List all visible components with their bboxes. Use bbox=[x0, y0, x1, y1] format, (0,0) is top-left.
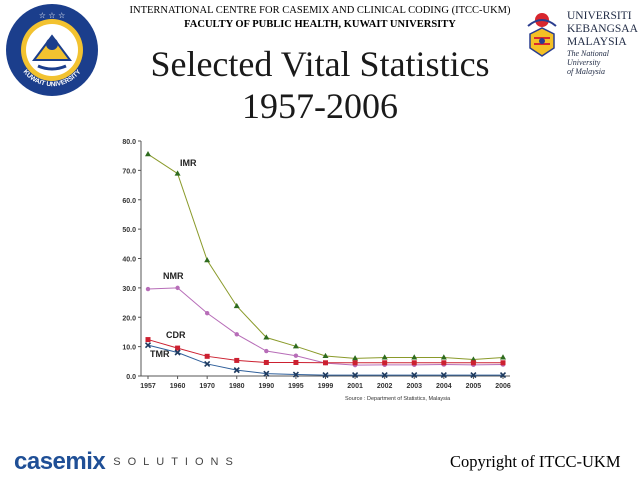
x-tick-label: 2006 bbox=[495, 383, 511, 390]
data-point-cdr bbox=[234, 357, 240, 363]
solutions-text: SOLUTIONS bbox=[113, 456, 240, 468]
series-label-cdr: CDR bbox=[166, 330, 186, 340]
y-tick-label: 80.0 bbox=[122, 139, 136, 146]
data-point-tmr bbox=[322, 372, 329, 379]
data-point-imr bbox=[322, 352, 329, 359]
data-point-imr bbox=[500, 354, 506, 360]
x-tick-label: 1957 bbox=[140, 383, 156, 390]
x-tick-label: 1999 bbox=[318, 383, 334, 390]
header-line-1: INTERNATIONAL CENTRE FOR CASEMIX AND CLI… bbox=[129, 5, 511, 16]
data-point-nmr bbox=[175, 285, 180, 291]
data-point-cdr bbox=[500, 360, 506, 366]
data-point-imr bbox=[263, 334, 270, 340]
data-point-imr bbox=[233, 302, 240, 309]
y-tick-label: 20.0 bbox=[122, 315, 136, 322]
data-point-imr bbox=[411, 354, 418, 360]
data-point-cdr bbox=[352, 360, 358, 366]
data-point-cdr bbox=[263, 359, 269, 365]
x-tick-label: 2001 bbox=[347, 383, 363, 390]
casemix-brand: casemix bbox=[14, 448, 106, 475]
data-point-nmr bbox=[264, 348, 269, 354]
series-line-tmr bbox=[147, 344, 503, 376]
ukm-wordmark: UNIVERSITI KEBANGSAAN MALAYSIA bbox=[567, 10, 638, 49]
series-label-nmr: NMR bbox=[163, 271, 184, 281]
data-point-imr bbox=[174, 170, 181, 176]
data-point-cdr bbox=[293, 359, 299, 365]
title-line-1: Selected Vital Statistics bbox=[150, 44, 490, 84]
data-point-cdr bbox=[204, 353, 210, 359]
chart-source-note: Source : Department of Statistics, Malay… bbox=[345, 396, 451, 402]
data-point-tmr bbox=[263, 370, 270, 377]
y-tick-label: 50.0 bbox=[122, 227, 136, 234]
svg-text:☆ ☆ ☆: ☆ ☆ ☆ bbox=[39, 11, 66, 20]
header-line-2: FACULTY OF PUBLIC HEALTH, KUWAIT UNIVERS… bbox=[184, 19, 456, 30]
data-point-cdr bbox=[382, 360, 388, 366]
x-tick-label: 1970 bbox=[199, 383, 215, 390]
chart-panel: 0.0 10.0 20.0 30.0 40.0 50.0 60.0 70.0 80.0 1957 1… bbox=[108, 133, 523, 418]
x-tick-label: 1960 bbox=[170, 383, 186, 390]
data-point-tmr bbox=[381, 372, 388, 379]
series-label-tmr: TMR bbox=[150, 349, 170, 359]
ukm-logo bbox=[520, 8, 564, 62]
ukm-line3: MALAYSIA bbox=[567, 36, 627, 48]
data-point-nmr bbox=[234, 332, 239, 337]
data-point-tmr bbox=[204, 360, 211, 368]
data-point-nmr bbox=[293, 353, 299, 358]
vital-statistics-chart: 0.0 10.0 20.0 30.0 40.0 50.0 60.0 70.0 80.0 1957 1… bbox=[122, 139, 511, 402]
series-line-imr bbox=[147, 153, 504, 361]
data-point-imr bbox=[292, 343, 299, 349]
data-point-cdr bbox=[145, 337, 151, 343]
data-point-imr bbox=[204, 257, 211, 263]
data-point-tmr bbox=[440, 372, 447, 379]
ukm-line1: UNIVERSITI bbox=[567, 10, 632, 22]
x-tick-label: 1980 bbox=[229, 383, 245, 390]
data-point-tmr bbox=[470, 372, 477, 379]
data-point-tmr bbox=[174, 349, 181, 356]
series-line-cdr bbox=[147, 339, 503, 364]
y-tick-label: 30.0 bbox=[122, 286, 136, 293]
x-tick-label: 2005 bbox=[466, 383, 482, 390]
data-point-cdr bbox=[411, 360, 417, 366]
data-point-cdr bbox=[323, 360, 328, 366]
y-tick-label: 40.0 bbox=[122, 257, 136, 264]
data-point-imr bbox=[145, 151, 151, 157]
data-point-imr bbox=[352, 355, 359, 361]
ukm-tagline: The National University of Malaysia bbox=[567, 49, 638, 76]
slide-title: Selected Vital Statistics 1957-2006 bbox=[110, 43, 530, 127]
kuwait-university-logo: KUWAIT UNIVERSITY ☆ ☆ ☆ bbox=[6, 4, 98, 96]
x-tick-label: 1990 bbox=[259, 383, 275, 390]
y-tick-label: 70.0 bbox=[122, 168, 136, 175]
data-point-cdr bbox=[175, 345, 181, 351]
data-point-imr bbox=[440, 354, 447, 360]
data-point-tmr bbox=[292, 371, 299, 378]
data-point-cdr bbox=[470, 360, 476, 366]
data-point-tmr bbox=[499, 372, 507, 379]
x-tick-label: 2002 bbox=[377, 383, 393, 390]
data-point-nmr bbox=[204, 310, 210, 316]
y-tick-label: 10.0 bbox=[122, 345, 136, 352]
copyright-text: Copyright of ITCC-UKM bbox=[450, 452, 621, 471]
x-tick-label: 2004 bbox=[436, 383, 452, 390]
data-point-tmr bbox=[233, 367, 240, 374]
casemix-solutions-logo: casemix SOLUTIONS bbox=[14, 448, 240, 476]
ukm-tagline-1: The National University bbox=[567, 49, 610, 67]
ukm-line2: KEBANGSAAN bbox=[567, 23, 638, 35]
title-line-2: 1957-2006 bbox=[242, 86, 398, 126]
data-point-cdr bbox=[441, 360, 447, 366]
ukm-tagline-2: of Malaysia bbox=[567, 67, 605, 76]
data-point-tmr bbox=[352, 372, 359, 379]
y-tick-label: 0.0 bbox=[126, 374, 136, 381]
data-point-tmr bbox=[411, 372, 418, 379]
x-tick-label: 2003 bbox=[406, 383, 422, 390]
data-point-nmr bbox=[145, 286, 151, 292]
data-point-imr bbox=[381, 354, 388, 360]
x-tick-label: 1995 bbox=[288, 383, 304, 390]
series-label-imr: IMR bbox=[180, 158, 197, 168]
data-point-tmr bbox=[144, 342, 152, 349]
data-point-imr bbox=[470, 356, 477, 362]
y-tick-label: 60.0 bbox=[122, 198, 136, 205]
